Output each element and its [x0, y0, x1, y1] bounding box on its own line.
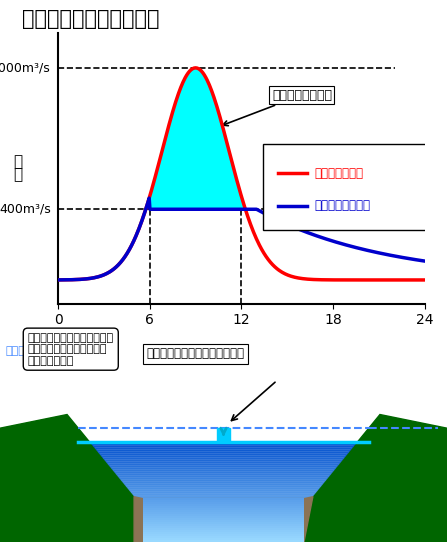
Text: 流
量: 流 量 [13, 154, 22, 182]
Polygon shape [143, 512, 304, 514]
Polygon shape [143, 504, 304, 506]
Polygon shape [114, 472, 333, 474]
Polygon shape [143, 502, 304, 504]
Text: ダムへの流入量: ダムへの流入量 [315, 167, 364, 180]
Polygon shape [109, 466, 338, 468]
Polygon shape [143, 536, 304, 538]
Polygon shape [143, 522, 304, 524]
Polygon shape [143, 534, 304, 536]
Polygon shape [143, 510, 304, 512]
Polygon shape [134, 496, 313, 498]
Polygon shape [111, 468, 336, 470]
Polygon shape [99, 454, 348, 456]
Text: 1000m³/s: 1000m³/s [0, 61, 51, 74]
Text: 洪水をダムに貯留している時間: 洪水をダムに貯留している時間 [147, 347, 245, 360]
Polygon shape [143, 514, 304, 516]
Text: ダムへの流入量: ダムへの流入量 [315, 167, 364, 180]
Polygon shape [143, 518, 304, 520]
Polygon shape [143, 506, 304, 508]
Polygon shape [143, 538, 304, 540]
Polygon shape [129, 490, 318, 492]
Polygon shape [112, 470, 335, 472]
Polygon shape [143, 508, 304, 510]
Polygon shape [127, 488, 320, 490]
Polygon shape [143, 520, 304, 522]
Polygon shape [119, 478, 328, 480]
Polygon shape [106, 462, 341, 464]
Polygon shape [97, 452, 350, 454]
Polygon shape [143, 532, 304, 534]
Polygon shape [126, 486, 321, 488]
Polygon shape [116, 474, 331, 476]
Text: ダムからの放流量: ダムからの放流量 [315, 199, 371, 212]
Polygon shape [94, 448, 353, 450]
Polygon shape [124, 484, 323, 486]
Polygon shape [0, 415, 143, 542]
Polygon shape [107, 464, 340, 466]
Text: ダムに洪水を貯めた分、ダム
がない場合と比べて河川水
位が低くなる。: ダムに洪水を貯めた分、ダム がない場合と比べて河川水 位が低くなる。 [28, 333, 114, 366]
Polygon shape [117, 476, 330, 478]
Polygon shape [143, 530, 304, 532]
Text: ダムがない場合の想定河川水位: ダムがない場合の想定河川水位 [5, 346, 98, 356]
Polygon shape [143, 500, 304, 502]
Text: 洪水をダムに貯留: 洪水をダムに貯留 [223, 88, 332, 126]
Polygon shape [122, 482, 325, 484]
FancyBboxPatch shape [263, 144, 436, 230]
Polygon shape [104, 460, 343, 462]
Polygon shape [217, 428, 230, 442]
Polygon shape [121, 480, 326, 482]
Polygon shape [143, 498, 304, 500]
Polygon shape [93, 446, 354, 448]
Polygon shape [304, 415, 447, 542]
Polygon shape [143, 540, 304, 542]
Polygon shape [101, 456, 346, 458]
Polygon shape [134, 496, 313, 542]
Text: ダムからの放流量: ダムからの放流量 [315, 199, 371, 212]
Polygon shape [143, 516, 304, 518]
Text: 400m³/s: 400m³/s [0, 203, 51, 216]
Polygon shape [89, 442, 358, 444]
Polygon shape [143, 526, 304, 528]
Polygon shape [131, 492, 316, 494]
Polygon shape [102, 458, 345, 460]
Polygon shape [91, 444, 356, 446]
Text: ダム地点流入量と放流量: ダム地点流入量と放流量 [22, 9, 160, 29]
Polygon shape [143, 528, 304, 530]
Polygon shape [132, 494, 315, 496]
Polygon shape [143, 524, 304, 526]
Polygon shape [96, 450, 351, 452]
